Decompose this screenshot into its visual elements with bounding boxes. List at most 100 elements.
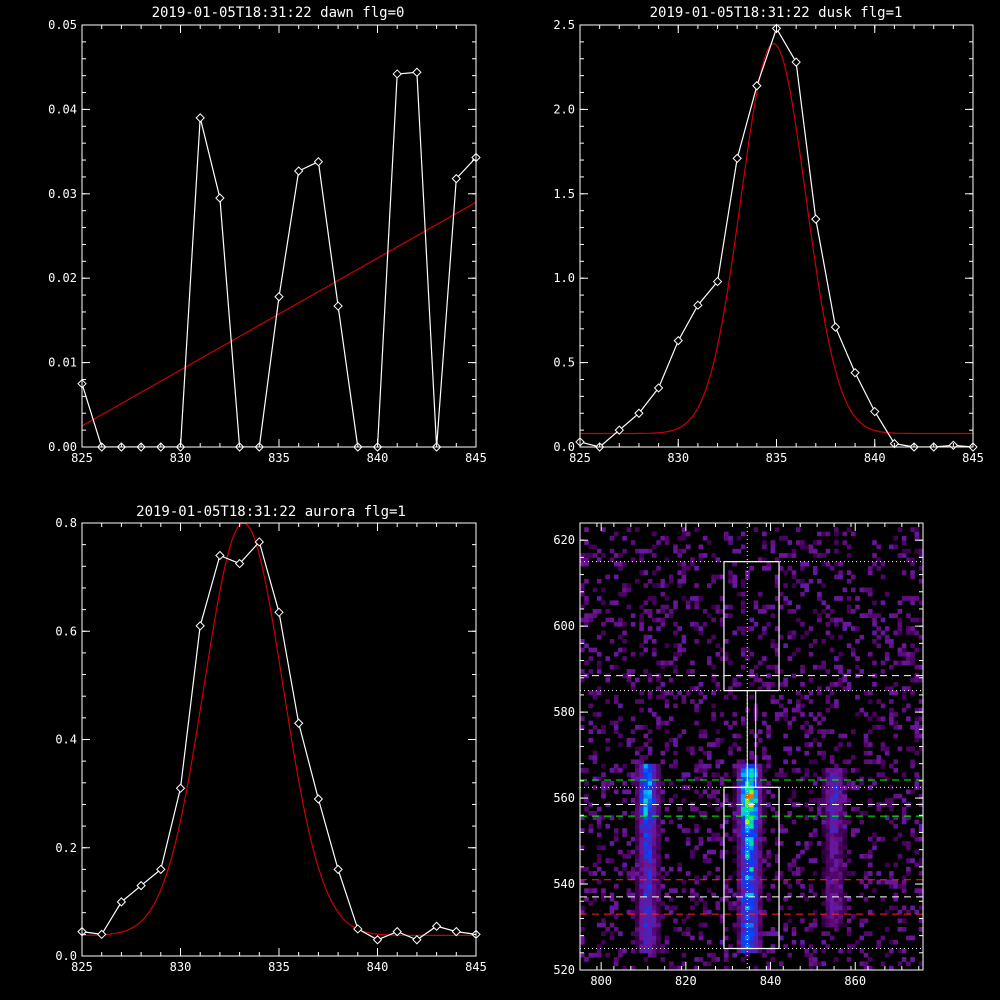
spectrogram-cell (690, 746, 695, 752)
spectrogram-cell (736, 815, 742, 820)
spectrogram-xtick-label: 840 (760, 974, 782, 988)
spectrogram-cell (901, 660, 907, 666)
dawn-ytick-label: 0.04 (48, 102, 77, 116)
spectrogram-cell (643, 819, 649, 825)
spectrogram-cell (601, 939, 606, 945)
spectrogram-cell (728, 578, 733, 584)
spectrogram-cell (749, 935, 754, 941)
dusk-xtick-label: 840 (864, 451, 886, 465)
spectrogram-cell (757, 849, 763, 855)
spectrogram-cell (749, 896, 754, 902)
dusk-data-point (850, 368, 860, 378)
spectrogram-cell (868, 965, 873, 971)
spectrogram-cell (876, 836, 881, 842)
spectrogram-cell (643, 647, 649, 653)
spectrogram-cell (681, 561, 687, 567)
spectrogram-cell (732, 828, 737, 833)
spectrogram-cell (719, 574, 725, 580)
spectrogram-cell (736, 918, 742, 924)
spectrogram-cell (749, 909, 754, 915)
spectrogram-cell (592, 613, 598, 618)
spectrogram-cell (893, 690, 898, 696)
spectrogram-cell (643, 583, 649, 588)
spectrogram-cell (605, 823, 610, 829)
spectrogram-cell (829, 793, 835, 799)
spectrogram-cell (630, 669, 636, 674)
spectrogram-cell (884, 651, 890, 657)
spectrogram-cell (838, 819, 843, 825)
spectrogram-cell (834, 927, 839, 932)
spectrogram-cell (613, 866, 619, 872)
spectrogram-cell (584, 888, 589, 893)
spectrogram-cell (829, 845, 835, 851)
spectrogram-cell (707, 656, 712, 661)
spectrogram-cell (622, 862, 627, 868)
spectrogram-cell (690, 905, 695, 911)
spectrogram-cell (821, 888, 826, 893)
spectrogram-cell (876, 944, 881, 949)
spectrogram-cell (745, 828, 750, 833)
spectrogram-cell (808, 832, 814, 838)
spectrogram-cell (825, 905, 831, 911)
spectrogram-cell (647, 707, 653, 713)
spectrogram-cell (639, 931, 644, 936)
spectrogram-cell (639, 651, 644, 657)
spectrogram-cell (774, 596, 780, 601)
spectrogram-cell (876, 755, 881, 760)
spectrogram-cell (753, 832, 759, 838)
spectrogram-cell (664, 935, 670, 941)
spectrogram-cell (766, 849, 771, 855)
spectrogram-cell (808, 626, 814, 631)
spectrogram-cell (914, 819, 920, 825)
spectrogram-ytick-label: 520 (553, 963, 575, 977)
spectrogram-cell (906, 716, 911, 722)
spectrogram-cell (753, 677, 759, 683)
spectrogram-cell (749, 948, 754, 954)
spectrogram-cell (796, 841, 801, 846)
spectrogram-cell (910, 789, 915, 795)
spectrogram-cell (834, 793, 839, 799)
spectrogram-cell (753, 922, 759, 928)
spectrogram-cell (787, 918, 793, 924)
spectrogram-cell (728, 836, 733, 842)
spectrogram-cell (842, 772, 848, 777)
spectrogram-cell (639, 557, 644, 563)
spectrogram-cell (842, 905, 848, 911)
spectrogram-cell (736, 535, 742, 541)
spectrogram-cell (808, 725, 814, 730)
spectrogram-cell (918, 793, 924, 799)
spectrogram-cell (906, 909, 911, 915)
spectrogram-cell (838, 884, 843, 889)
spectrogram-cell (779, 634, 784, 640)
spectrogram-cell (698, 768, 704, 773)
spectrogram-cell (872, 888, 877, 893)
spectrogram-cell (694, 768, 699, 773)
spectrogram-cell (630, 849, 636, 855)
spectrogram-cell (652, 922, 657, 928)
spectrogram-cell (635, 875, 640, 881)
spectrogram-cell (868, 591, 873, 597)
spectrogram-cell (808, 578, 814, 584)
dusk-data-point (673, 335, 683, 346)
spectrogram-cell (821, 768, 826, 773)
spectrogram-cell (656, 939, 661, 945)
spectrogram-cell (859, 879, 865, 885)
spectrogram-cell (829, 896, 835, 902)
spectrogram-cell (812, 540, 818, 545)
spectrogram-cell (660, 819, 666, 825)
spectrogram-cell (643, 884, 649, 889)
spectrogram-cell (711, 664, 716, 670)
spectrogram-cell (846, 604, 852, 610)
spectrogram-cell (685, 600, 691, 606)
spectrogram-cell (592, 725, 598, 730)
spectrogram-cell (580, 647, 585, 653)
spectrogram-cell (656, 789, 661, 795)
spectrogram-cell (855, 656, 860, 661)
spectrogram-cell (736, 871, 742, 876)
spectrogram-cell (605, 699, 610, 704)
spectrogram-cell (757, 793, 763, 799)
spectrogram-cell (762, 828, 767, 833)
spectrogram-cell (817, 742, 822, 747)
spectrogram-cell (690, 888, 695, 893)
spectrogram-cell (868, 651, 873, 657)
